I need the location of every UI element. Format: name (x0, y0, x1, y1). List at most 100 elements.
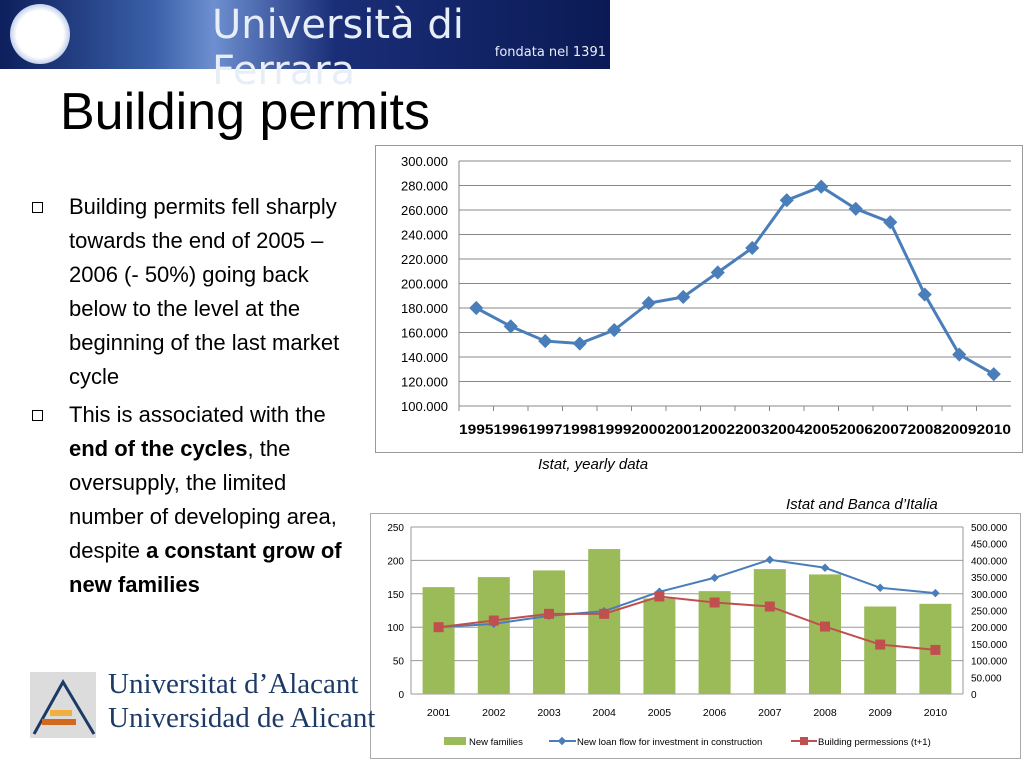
x-tick-label: 2000 (632, 422, 667, 437)
x-tick-label: 2006 (839, 422, 874, 437)
alacant-line1: Universitat d’Alacant (108, 672, 359, 700)
families-loans-permits-chart: 0 50 100 150 200 250 0 50.000 100.000 150.000 200.… (370, 513, 1021, 759)
banner-title: Università di Ferrara (212, 2, 464, 94)
data-point-marker (710, 265, 725, 280)
x-tick-label: 2007 (873, 422, 908, 437)
y-left-tick-label: 50 (393, 657, 405, 668)
y-right-tick-label: 200.000 (971, 623, 1008, 634)
data-point-marker (676, 289, 691, 305)
bar-new-families (643, 598, 676, 694)
data-point-marker (883, 215, 898, 230)
data-point-marker (641, 296, 656, 311)
y-tick-label: 280.000 (401, 179, 448, 194)
permit-marker (930, 644, 941, 655)
data-point-marker (814, 179, 829, 194)
data-point-marker (607, 322, 622, 338)
y-left-tick-label: 200 (387, 556, 404, 567)
data-point-marker (952, 347, 967, 362)
series-line-1 (438, 558, 936, 629)
permit-marker (654, 591, 665, 602)
x-tick-label: 2001 (427, 707, 451, 719)
square-bullet-icon (32, 202, 43, 213)
x-tick-label: 1996 (494, 422, 529, 437)
university-ferrara-banner: Università di Ferrara fondata nel 1391 (0, 0, 610, 94)
y-right-tick-label: 450.000 (971, 540, 1008, 551)
university-seal-logo (10, 4, 70, 64)
legend-label: New loan flow for investment in construc… (577, 737, 762, 748)
x-tick-label: 2003 (735, 422, 770, 437)
alacant-line2: Universidad de Alicante (108, 702, 375, 734)
loan-marker (875, 583, 885, 593)
y-left-tick-label: 150 (387, 590, 404, 601)
y-right-tick-label: 300.000 (971, 590, 1008, 601)
bullet-list: Building permits fell sharply towards th… (30, 190, 360, 606)
data-point-marker (779, 193, 794, 208)
x-tick-label: 2008 (908, 422, 943, 437)
x-tick-label: 2010 (977, 422, 1012, 437)
bullet-text: This is associated with the (69, 402, 326, 427)
y-tick-label: 160.000 (401, 326, 448, 341)
legend-marker-permits (800, 737, 808, 745)
chart2-caption: Istat and Banca d’Italia (786, 496, 938, 513)
permit-marker (709, 597, 720, 608)
data-point-marker (538, 334, 553, 349)
bar-new-families (809, 574, 841, 694)
universitat-alacant-logo: Universitat d’Alacant Universidad de Ali… (30, 672, 375, 738)
building-permits-chart: 100.000 120.000 140.000 160.000 180.000 200.0… (375, 145, 1023, 453)
y-right-tick-label: 350.000 (971, 573, 1008, 584)
y-tick-label: 240.000 (401, 228, 448, 243)
x-tick-label: 2008 (813, 707, 837, 719)
x-tick-label: 2004 (593, 707, 617, 719)
x-tick-label: 2009 (869, 707, 893, 719)
permit-marker (433, 622, 444, 633)
y-tick-label: 220.000 (401, 252, 448, 267)
bar-new-families (588, 549, 621, 694)
x-tick-label: 2002 (482, 707, 506, 719)
x-tick-label: 2002 (701, 422, 736, 437)
permit-marker (544, 608, 554, 619)
x-tick-label: 2005 (804, 422, 839, 437)
data-point-marker (572, 336, 587, 351)
bar-new-families (698, 591, 731, 694)
y-left-tick-label: 100 (387, 623, 404, 634)
bar-new-families (864, 606, 897, 694)
y-tick-label: 100.000 (401, 399, 448, 414)
y-tick-label: 300.000 (401, 154, 448, 169)
x-tick-label: 2001 (666, 422, 701, 437)
bullet-item: This is associated with the end of the c… (30, 398, 360, 602)
y-right-tick-label: 500.000 (971, 523, 1008, 534)
data-point-marker (745, 240, 760, 256)
loan-marker (765, 555, 775, 564)
bullet-text: end of the cycles (69, 436, 248, 461)
y-tick-label: 200.000 (401, 277, 448, 292)
series-line (475, 185, 995, 376)
y-right-tick-label: 0 (971, 690, 977, 701)
x-tick-label: 1995 (459, 422, 494, 437)
square-bullet-icon (32, 410, 43, 421)
x-tick-label: 2005 (648, 707, 672, 719)
x-tick-label: 1997 (528, 422, 563, 437)
legend-swatch-new-families (444, 737, 466, 745)
y-right-tick-label: 50.000 (971, 673, 1002, 684)
x-tick-label: 2010 (924, 707, 948, 719)
permit-marker (875, 639, 886, 650)
y-right-tick-label: 100.000 (971, 657, 1008, 668)
data-point-marker (986, 367, 1001, 382)
y-right-tick-label: 250.000 (971, 607, 1008, 618)
loan-marker (820, 563, 830, 572)
legend-marker-loan-flow (557, 736, 567, 746)
y-tick-label: 180.000 (401, 301, 448, 316)
permit-marker (599, 608, 610, 619)
series-line-2 (438, 595, 936, 651)
y-tick-label: 140.000 (401, 350, 448, 365)
chart1-caption: Istat, yearly data (538, 456, 649, 473)
permit-marker (488, 615, 499, 626)
x-tick-label: 1999 (597, 422, 632, 437)
bullet-text: a constant grow of new families (69, 538, 342, 597)
y-right-tick-label: 150.000 (971, 640, 1008, 651)
data-point-marker (469, 300, 484, 316)
data-point-marker (848, 201, 863, 216)
x-tick-label: 1998 (563, 422, 598, 437)
y-left-tick-label: 0 (398, 690, 404, 701)
x-tick-label: 2004 (770, 422, 805, 437)
